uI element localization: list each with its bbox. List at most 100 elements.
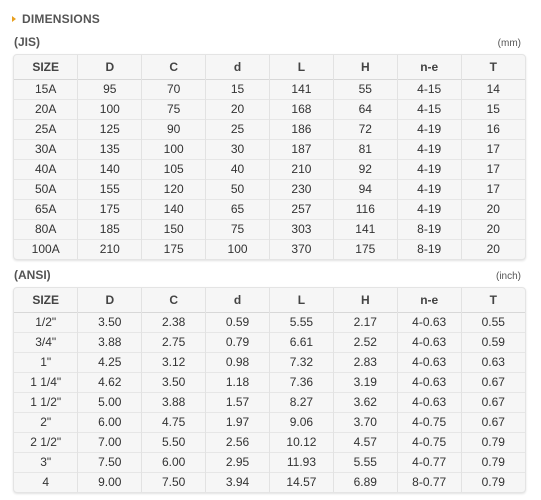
table-cell: 4-0.63 [396, 352, 462, 373]
size-cell: 25A [35, 122, 57, 136]
table-row: 40A 140 105 40 210 92 4-19 17 [14, 159, 525, 180]
size-cell: 15A [35, 82, 57, 96]
table-cell: 25 [205, 119, 270, 140]
table-cell: 3.50 [141, 372, 206, 393]
table-cell: 8-19 [396, 219, 462, 240]
table-cell: 7.00 [77, 432, 142, 453]
column-header: d [205, 288, 270, 313]
table-cell: 0.63 [460, 352, 525, 373]
ansi-standard-label: (ANSI) [14, 268, 51, 282]
table-cell: 0.79 [460, 432, 525, 453]
table-cell: 65 [205, 199, 270, 220]
table-cell: 17 [460, 139, 525, 160]
table-cell: 5.50 [141, 432, 206, 453]
table-cell: 370 [269, 239, 334, 259]
table-cell: 81 [332, 139, 398, 160]
table-cell: 75 [205, 219, 270, 240]
table-cell: 20 [205, 99, 270, 120]
table-cell: 0.55 [460, 312, 525, 333]
table-cell: 15 [205, 79, 270, 100]
column-header: n-e [396, 55, 462, 80]
table-cell: 140 [77, 159, 142, 180]
column-header: T [460, 288, 525, 313]
table-cell: 3.88 [141, 392, 206, 413]
table-cell: 40 [205, 159, 270, 180]
size-cell: 20A [35, 102, 57, 116]
table-cell: 4-15 [396, 79, 462, 100]
table-cell: 230 [269, 179, 334, 200]
table-cell: 8-19 [396, 239, 462, 259]
table-cell: 50 [205, 179, 270, 200]
table-cell: 4-0.77 [396, 452, 462, 473]
size-cell: 3" [40, 455, 52, 469]
table-cell: 125 [77, 119, 142, 140]
table-cell: 0.79 [205, 332, 270, 353]
table-cell: 16 [460, 119, 525, 140]
size-cell: 50A [35, 182, 57, 196]
table-cell: 7.50 [141, 472, 206, 492]
size-cell: 1 1/4" [30, 375, 62, 389]
size-cell: 30A [35, 142, 57, 156]
table-cell: 1.57 [205, 392, 270, 413]
table-row: 1 1/2" 5.00 3.88 1.57 8.27 3.62 4-0.63 0.67 [14, 392, 525, 413]
size-cell: 80A [35, 222, 57, 236]
table-cell: 8-0.77 [396, 472, 462, 492]
table-cell: 20 [460, 219, 525, 240]
table-cell: 6.00 [77, 412, 142, 433]
table-cell: 116 [332, 199, 398, 220]
column-header: C [141, 288, 206, 313]
table-cell: 187 [269, 139, 334, 160]
table-cell: 175 [141, 239, 206, 259]
table-cell: 4-19 [396, 119, 462, 140]
table-cell: 5.55 [269, 312, 334, 333]
table-row: 20A 100 75 20 168 64 4-15 15 [14, 99, 525, 120]
table-cell: 4.25 [77, 352, 142, 373]
table-cell: 4-0.63 [396, 372, 462, 393]
table-cell: 4-0.63 [396, 332, 462, 353]
table-cell: 2.83 [332, 352, 398, 373]
table-cell: 15 [460, 99, 525, 120]
table-cell: 11.93 [269, 452, 334, 473]
table-cell: 4-15 [396, 99, 462, 120]
size-cell: 100A [31, 242, 60, 256]
table-cell: 0.67 [460, 372, 525, 393]
table-cell: 175 [77, 199, 142, 220]
table-cell: 303 [269, 219, 334, 240]
table-cell: 3.70 [332, 412, 398, 433]
column-header: T [460, 55, 525, 80]
table-cell: 2.38 [141, 312, 206, 333]
table-cell: 185 [77, 219, 142, 240]
table-cell: 150 [141, 219, 206, 240]
table-cell: 0.67 [460, 392, 525, 413]
table-cell: 64 [332, 99, 398, 120]
size-cell: 1 1/2" [30, 395, 62, 409]
table-row: 1 1/4" 4.62 3.50 1.18 7.36 3.19 4-0.63 0.67 [14, 372, 525, 393]
table-cell: 105 [141, 159, 206, 180]
table-row: 3" 7.50 6.00 2.95 11.93 5.55 4-0.77 0.79 [14, 452, 525, 473]
table-cell: 141 [269, 79, 334, 100]
table-cell: 168 [269, 99, 334, 120]
size-cell: 2" [40, 415, 52, 429]
table-row: 25A 125 90 25 186 72 4-19 16 [14, 119, 525, 140]
size-cell: 4 [42, 475, 50, 489]
table-cell: 0.79 [460, 452, 525, 473]
table-cell: 175 [332, 239, 398, 259]
table-cell: 7.50 [77, 452, 142, 473]
table-cell: 0.59 [205, 312, 270, 333]
table-cell: 5.55 [332, 452, 398, 473]
table-cell: 100 [205, 239, 270, 259]
size-cell: 1" [40, 355, 52, 369]
table-row: 100A 210 175 100 370 175 8-19 20 [14, 239, 525, 259]
column-header: n-e [396, 288, 462, 313]
table-cell: 4.75 [141, 412, 206, 433]
table-cell: 210 [269, 159, 334, 180]
table-cell: 4-19 [396, 159, 462, 180]
table-cell: 9.00 [77, 472, 142, 492]
column-header: SIZE [32, 60, 60, 74]
bullet-arrow-icon [12, 16, 16, 22]
table-cell: 20 [460, 199, 525, 220]
table-cell: 94 [332, 179, 398, 200]
column-header: H [332, 55, 398, 80]
